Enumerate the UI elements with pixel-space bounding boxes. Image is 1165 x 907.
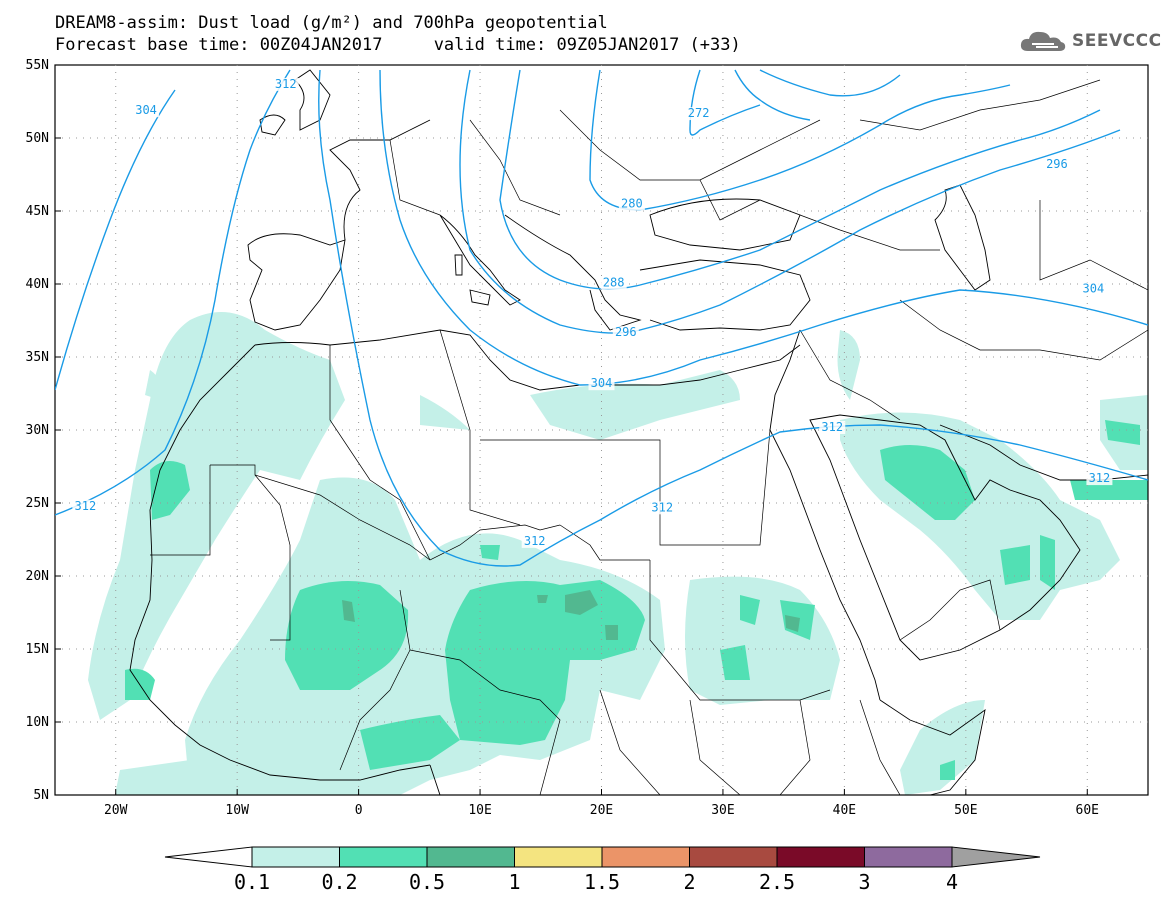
lon-tick-label: 50E <box>954 803 977 818</box>
seevccc-logo: SEEVCCC <box>1018 27 1162 55</box>
lat-tick-label: 5N <box>33 788 49 803</box>
contour-label: 312 <box>1089 471 1111 485</box>
colorbar-swatch <box>251 846 340 868</box>
lat-tick-label: 50N <box>26 131 49 146</box>
lat-tick-label: 10N <box>26 715 49 730</box>
lat-tick-label: 25N <box>26 496 49 511</box>
dust-colorbar: 0.1 0.2 0.5 1 1.5 2 2.5 3 4 <box>164 846 1041 894</box>
colorbar-label: 1.5 <box>584 870 620 894</box>
contour-label-bg <box>612 326 639 340</box>
contour-label: 304 <box>1083 281 1105 295</box>
contour-label-bg <box>588 377 615 391</box>
contour-label-bg <box>72 499 99 513</box>
geopotential-contours <box>55 69 1148 567</box>
colorbar-label: 0.5 <box>409 870 445 894</box>
logo-text: SEEVCCC <box>1072 31 1162 51</box>
contour-label: 288 <box>603 275 625 289</box>
lat-tick-label: 20N <box>26 569 49 584</box>
dust-layer-light <box>88 312 1148 795</box>
lon-tick-label: 40E <box>833 803 856 818</box>
colorbar-label: 3 <box>858 870 870 894</box>
colorbar-label: 0.1 <box>234 870 270 894</box>
colorbar-label: 2.5 <box>759 870 795 894</box>
graticule <box>55 65 1148 795</box>
contour-label: 296 <box>1046 157 1068 171</box>
lon-tick-label: 0 <box>355 803 363 818</box>
colorbar-under-triangle <box>164 846 253 868</box>
colorbar-label: 4 <box>946 870 958 894</box>
contour-label: 296 <box>615 325 637 339</box>
lon-tick-label: 60E <box>1076 803 1099 818</box>
contour-label-bg <box>618 197 645 211</box>
cloud-icon <box>1020 31 1066 51</box>
lat-tick-label: 35N <box>26 350 49 365</box>
contour-label: 312 <box>275 77 297 91</box>
contour-label-bg <box>649 501 676 515</box>
lon-tick-label: 30E <box>711 803 734 818</box>
colorbar-swatch <box>514 846 603 868</box>
colorbar-label: 0.2 <box>321 870 357 894</box>
contour-label: 304 <box>591 376 613 390</box>
contour-label: 304 <box>135 103 157 117</box>
contour-label: 272 <box>688 106 710 120</box>
contour-label-bg <box>1080 282 1107 296</box>
colorbar-swatch <box>339 846 428 868</box>
contour-label-bg <box>521 534 548 548</box>
colorbar-label: 2 <box>683 870 695 894</box>
colorbar-swatch <box>601 846 690 868</box>
longitude-labels: 20W 10W 0 10E 20E 30E 40E 50E 60E <box>104 789 1099 818</box>
contour-label-bg <box>685 107 712 121</box>
colorbar-swatch <box>864 846 953 868</box>
lat-tick-label: 45N <box>26 204 49 219</box>
country-borders <box>150 79 1148 795</box>
lon-tick-label: 20E <box>590 803 613 818</box>
colorbar-swatch <box>776 846 865 868</box>
map-subtitle: Forecast base time: 00Z04JAN2017 valid t… <box>55 35 741 55</box>
contour-label: 312 <box>821 420 843 434</box>
contour-label-bg <box>600 276 627 290</box>
dust-layer-strong <box>342 590 800 640</box>
lat-tick-label: 55N <box>26 58 49 73</box>
colorbar-label: 1 <box>508 870 520 894</box>
map-title: DREAM8-assim: Dust load (g/m²) and 700hP… <box>55 13 608 33</box>
contour-label: 312 <box>524 534 546 548</box>
contour-label-bg <box>1086 472 1113 486</box>
lat-tick-label: 15N <box>26 642 49 657</box>
dust-layer-medium <box>125 420 1148 780</box>
contour-label-bg <box>272 77 299 91</box>
lon-tick-label: 10W <box>225 803 249 818</box>
colorbar-swatch <box>689 846 778 868</box>
contour-label-bg <box>133 104 160 118</box>
lon-tick-label: 20W <box>104 803 128 818</box>
colorbar-over-triangle <box>951 846 1041 868</box>
contour-labels: 304 312 272 280 296 288 296 304 304 312 312 312 312 3… <box>72 77 1113 548</box>
contour-label: 312 <box>651 500 673 514</box>
lat-tick-label: 40N <box>26 277 49 292</box>
lat-tick-label: 30N <box>26 423 49 438</box>
latitude-labels: 55N 50N 45N 40N 35N 30N 25N 20N 15N 10N 5N <box>26 58 61 803</box>
contour-label-bg <box>819 421 846 434</box>
contour-label: 280 <box>621 197 643 211</box>
contour-label-bg <box>1043 158 1070 172</box>
lon-tick-label: 10E <box>468 803 491 818</box>
colorbar-swatch <box>426 846 515 868</box>
contour-label: 312 <box>75 499 97 513</box>
